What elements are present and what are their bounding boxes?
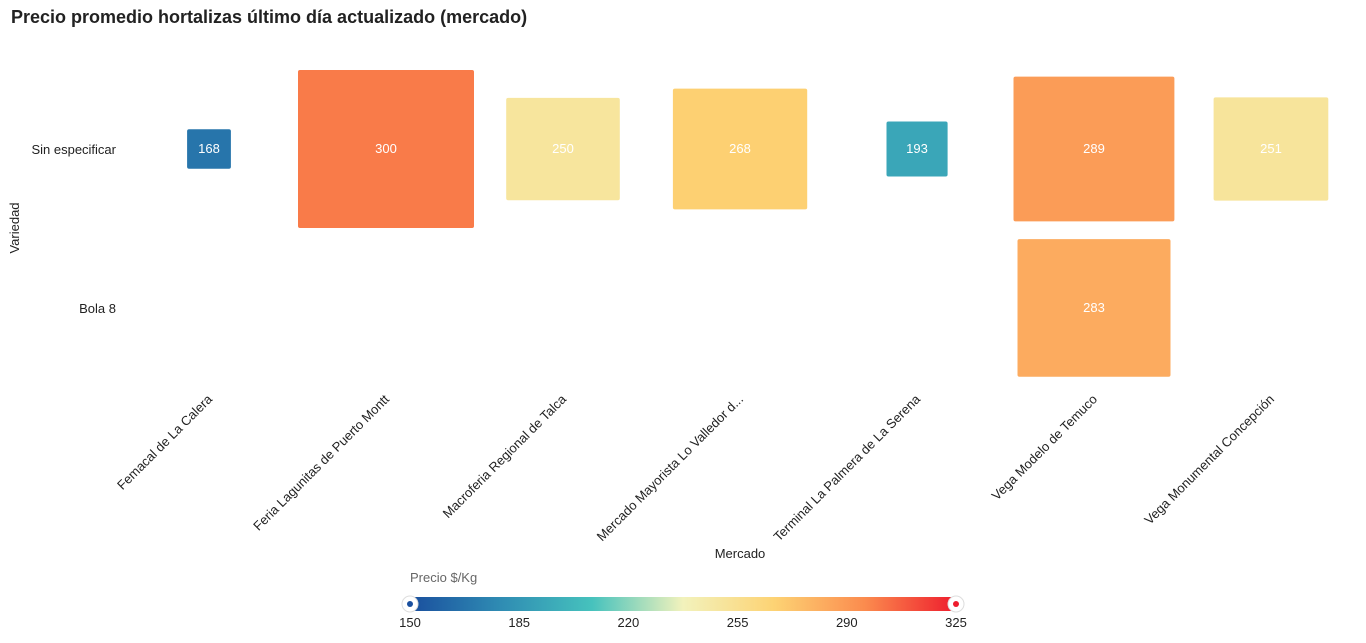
heatmap-cell[interactable] [1017,239,1171,377]
x-tick-label: Vega Monumental Concepción [1141,392,1277,528]
cell-value-label: 193 [906,141,928,156]
heatmap-cell[interactable] [298,70,474,228]
cell-value-label: 289 [1083,141,1105,156]
x-tick-label: Terminal La Palmera de La Serena [770,391,923,544]
color-scale-tick-label: 220 [618,615,640,630]
heatmap-cell[interactable] [506,97,620,201]
color-scale-tick-label: 290 [836,615,858,630]
cell-value-label: 300 [375,141,397,156]
x-tick-label: Mercado Mayorista Lo Valledor d... [594,392,746,544]
x-tick-label: Vega Modelo de Temuco [988,392,1100,504]
color-scale-tick-label: 325 [945,615,967,630]
y-axis-ticks: Sin especificar Bola 8 [31,142,116,316]
x-tick-label: Femacal de La Calera [114,391,216,493]
color-scale-tick-label: 150 [399,615,421,630]
color-scale-tick-label: 185 [508,615,530,630]
color-scale-legend: Precio $/Kg 150 185 220 255 290 325 [399,570,967,630]
heatmap-cell[interactable] [672,88,808,210]
heatmap-cell[interactable] [187,129,231,169]
y-tick-label: Bola 8 [79,301,116,316]
y-axis-title: Variedad [7,202,22,253]
x-axis-ticks: Femacal de La Calera Feria Lagunitas de P… [114,391,1277,544]
range-handle-dot [953,601,959,607]
color-scale-tick-label: 255 [727,615,749,630]
heatmap-cell[interactable] [1013,76,1175,222]
x-tick-label: Feria Lagunitas de Puerto Montt [250,391,392,533]
color-scale-title: Precio $/Kg [410,570,477,585]
heatmap-cell[interactable] [1213,97,1329,201]
color-scale-bar [410,597,956,611]
cell-value-label: 283 [1083,300,1105,315]
cell-value-label: 250 [552,141,574,156]
x-axis-title: Mercado [715,546,766,561]
chart-title: Precio promedio hortalizas último día ac… [11,7,528,27]
range-handle-dot [407,601,413,607]
cell-value-label: 168 [198,141,220,156]
cell-value-label: 251 [1260,141,1282,156]
heatmap-cells: 168 300 250 268 193 289 251 283 [187,70,1329,377]
heatmap-cell[interactable] [886,121,948,177]
x-tick-label: Macroferia Regional de Talca [440,391,570,521]
cell-value-label: 268 [729,141,751,156]
y-tick-label: Sin especificar [31,142,116,157]
